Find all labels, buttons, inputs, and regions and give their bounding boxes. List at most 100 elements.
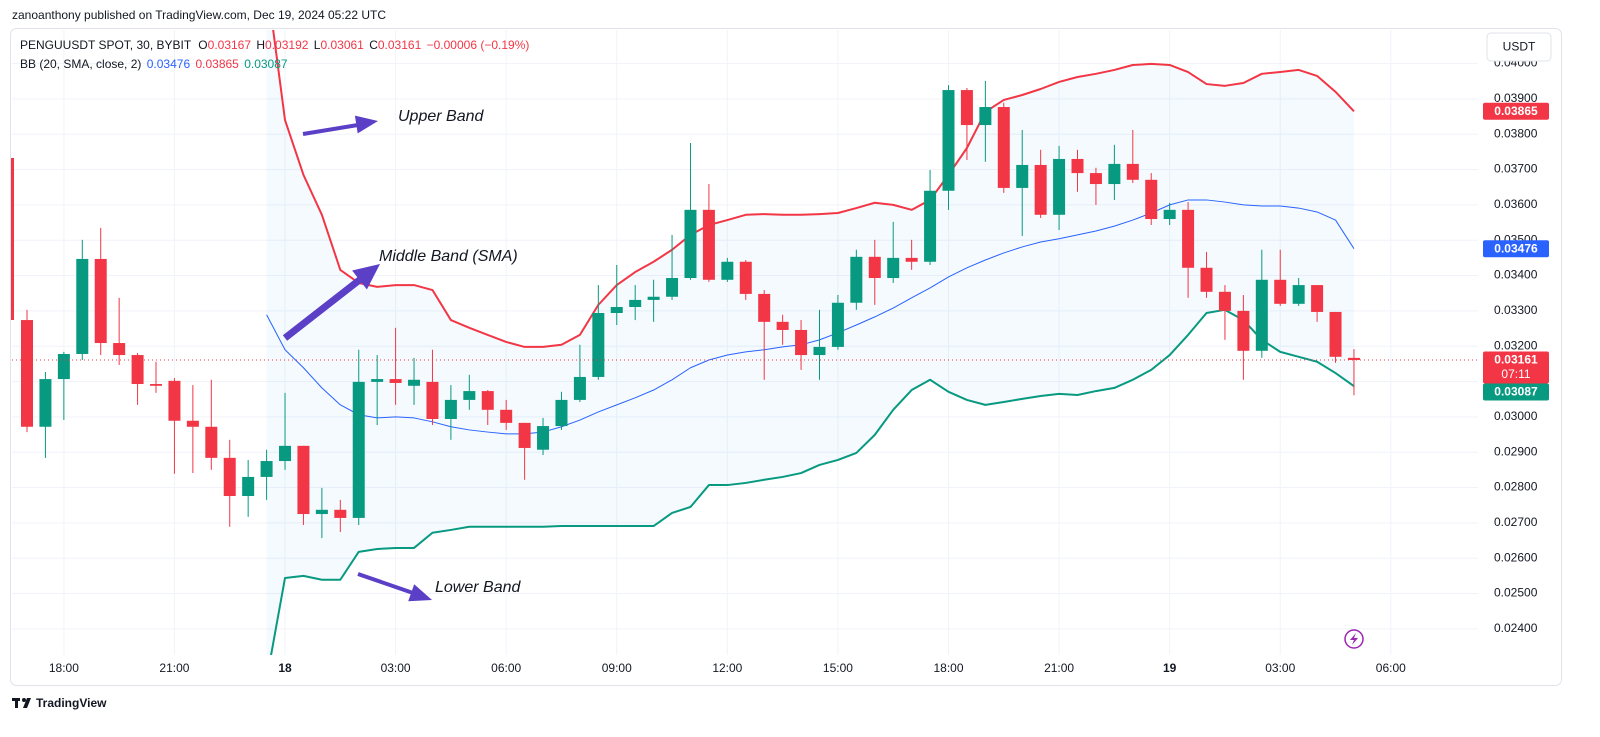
candle-body (426, 381, 439, 419)
y-tick-label: 0.02900 (1494, 444, 1538, 458)
candle-body (537, 426, 550, 450)
logo-part (23, 698, 31, 708)
brand: TradingView (36, 696, 107, 710)
alert-icon[interactable] (1344, 629, 1364, 649)
plot-area (12, 30, 1478, 655)
candle-body (242, 476, 255, 497)
candle-body (573, 376, 586, 400)
annotation: Lower Band (435, 579, 521, 596)
x-tick-label: 03:00 (1265, 661, 1295, 675)
candle-body (684, 209, 697, 279)
chart-frame (10, 28, 1562, 686)
arrow-head (352, 264, 380, 290)
candle-body (555, 399, 568, 427)
band-line (272, 30, 1355, 348)
alert-bolt[interactable] (1350, 633, 1358, 645)
indicator-legend: BB (20, SMA, close, 2) 0.03476 0.03865 0… (20, 57, 288, 71)
y-tick-label: 0.02800 (1494, 480, 1538, 494)
x-tick-label: 15:00 (823, 661, 853, 675)
indicator-value: 0.03087 (244, 57, 288, 71)
candle-body (518, 422, 531, 448)
ohlc-value: 0.03161 (378, 38, 422, 52)
y-tick-label: 0.02500 (1494, 586, 1538, 600)
candle-body (1145, 179, 1158, 220)
published-note: zanoanthony published on TradingView.com… (12, 8, 386, 22)
candle-body (186, 420, 199, 427)
arrow-head (354, 115, 378, 134)
candle-body (1089, 173, 1102, 185)
x-tick-label: 18 (278, 661, 292, 675)
y-tick-label: 0.03300 (1494, 303, 1538, 317)
ohlc-value: 0.03192 (265, 38, 309, 52)
candle-body (352, 381, 365, 518)
candle-body (131, 355, 144, 385)
ohlc-label: C (369, 38, 378, 52)
candle-body (647, 296, 660, 300)
candle-body (960, 90, 973, 126)
candle-body (1292, 285, 1305, 304)
axes: 0.02400 0.02500 0.02600 0.02700 0.02800 0.029… (49, 56, 1549, 675)
candle-body (979, 107, 992, 126)
candle-body (592, 312, 605, 377)
candle-body (315, 509, 328, 515)
y-tick-label: 0.02700 (1494, 515, 1538, 529)
candle-body (1108, 163, 1121, 185)
y-tick-label: 0.03700 (1494, 162, 1538, 176)
candle-body (629, 299, 642, 307)
change: −0.00006 (−0.19%) (427, 38, 530, 52)
arrow-shaft (302, 123, 359, 136)
candle-body (260, 461, 273, 477)
currency-label[interactable]: USDT (1503, 40, 1536, 54)
arrow-shaft (357, 572, 414, 595)
currency-button[interactable] (1486, 32, 1552, 62)
candle-body (279, 445, 292, 462)
candle-body (776, 321, 789, 330)
y-tick-label: 0.02400 (1494, 621, 1538, 635)
candle-body (57, 353, 70, 380)
y-tick-label: 0.03800 (1494, 126, 1538, 140)
candle-body (905, 257, 918, 262)
countdown: 07:11 (1501, 367, 1530, 381)
candle-body (1237, 310, 1250, 351)
annotation-arrows (282, 115, 432, 602)
x-tick-label: 21:00 (159, 661, 189, 675)
indicator-value: 0.03865 (195, 57, 239, 71)
ohlc-value: 0.03167 (208, 38, 252, 52)
candle-body (758, 293, 771, 322)
brand-logo (12, 698, 31, 708)
candle-body (297, 445, 310, 515)
candle-body (205, 426, 218, 458)
candle-body (868, 256, 881, 279)
ohlc-label: O (198, 38, 207, 52)
ohlc-label: L (314, 38, 321, 52)
candle-body (1218, 291, 1231, 311)
x-tick-label: 03:00 (381, 661, 411, 675)
x-tick-label: 18:00 (49, 661, 79, 675)
candle-body (702, 209, 715, 280)
symbol-legend: PENGUUSDT SPOT, 30, BYBIT O0.03167 H0.03… (20, 38, 529, 52)
candle-body (942, 90, 955, 191)
candle-body (371, 379, 384, 382)
annotation: Middle Band (SMA) (379, 248, 518, 265)
annotation: Upper Band (398, 108, 484, 125)
candle-body (1255, 279, 1268, 351)
candle-body (1034, 164, 1047, 215)
candle-body (76, 258, 89, 354)
price-badge (1483, 383, 1549, 401)
candle-body (389, 379, 402, 383)
price-badge-label: 0.03476 (1494, 241, 1538, 255)
candle-body (610, 306, 623, 313)
candle-body (1200, 267, 1213, 292)
indicator-label: BB (20, SMA, close, 2) (20, 57, 141, 71)
candle-body (1311, 285, 1324, 312)
ohlc-value: 0.03061 (320, 38, 364, 52)
candle-body (223, 457, 236, 497)
logo-part (22, 698, 26, 702)
candle-body (113, 343, 126, 356)
candle-body (334, 509, 347, 518)
arrow-shaft (282, 275, 365, 341)
candle-body (21, 320, 33, 427)
ohlc-label: H (256, 38, 265, 52)
y-tick-label: 0.02600 (1494, 550, 1538, 564)
